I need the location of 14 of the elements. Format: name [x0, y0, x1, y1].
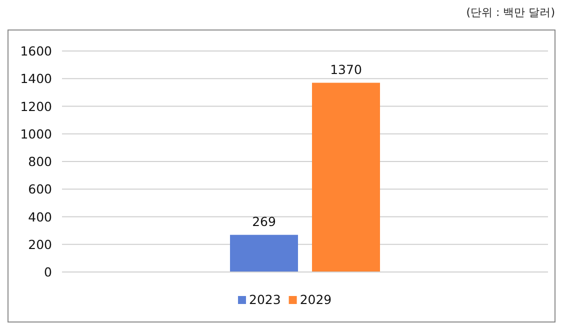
- legend-label: 2029: [300, 292, 332, 307]
- y-tick-label: 800: [28, 154, 52, 169]
- y-tick-label: 0: [44, 264, 52, 280]
- legend-label: 2023: [249, 292, 281, 307]
- text: (단위 : 백만 달러): [466, 6, 555, 19]
- y-tick-label: 600: [28, 182, 52, 197]
- data-label: 1370: [330, 62, 362, 77]
- y-tick-label: 1400: [20, 71, 52, 86]
- y-tick-label: 400: [28, 209, 52, 224]
- y-tick-label: 1600: [20, 44, 52, 58]
- y-tick-label: 200: [28, 236, 52, 252]
- y-tick-label: 1000: [20, 126, 52, 142]
- y-tick-label: 1200: [20, 98, 52, 114]
- data-label: 269: [252, 214, 276, 229]
